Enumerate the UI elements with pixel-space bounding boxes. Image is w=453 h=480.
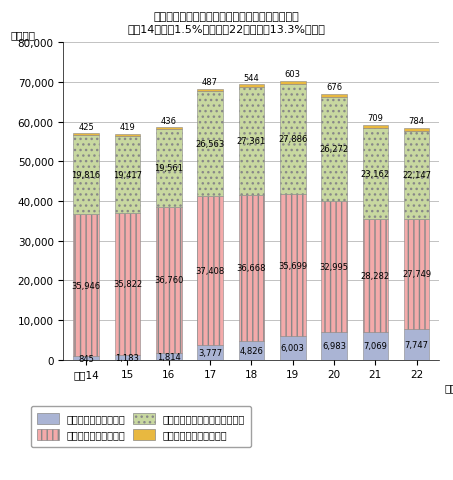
Text: 28,282: 28,282	[361, 272, 390, 280]
Bar	[156, 353, 182, 360]
Text: 544: 544	[244, 73, 259, 83]
Text: 35,822: 35,822	[113, 280, 142, 289]
Text: 22,147: 22,147	[402, 171, 431, 180]
Text: インターネット広告の占める割合は年々増加し、: インターネット広告の占める割合は年々増加し、	[154, 12, 299, 22]
Bar	[156, 207, 182, 353]
Text: 23,162: 23,162	[361, 169, 390, 179]
Text: 36,760: 36,760	[154, 276, 183, 285]
Text: 平成14年の約1.5%から平成22年には約13.3%に拡大: 平成14年の約1.5%から平成22年には約13.3%に拡大	[128, 24, 325, 34]
Text: 35,699: 35,699	[278, 261, 307, 270]
Text: （年）: （年）	[445, 382, 453, 392]
Bar	[404, 132, 429, 219]
Text: 6,983: 6,983	[322, 342, 346, 351]
Text: 35,946: 35,946	[72, 281, 101, 290]
Text: （億円）: （億円）	[11, 30, 36, 40]
Bar	[280, 336, 305, 360]
Text: 27,361: 27,361	[237, 137, 266, 146]
Text: 436: 436	[161, 116, 177, 125]
Bar	[115, 355, 140, 360]
Text: 36,668: 36,668	[236, 264, 266, 273]
Bar	[73, 134, 99, 136]
Bar	[280, 84, 305, 195]
Text: 709: 709	[367, 114, 383, 123]
Bar	[115, 137, 140, 214]
Text: 26,272: 26,272	[319, 145, 349, 154]
Text: 3,777: 3,777	[198, 348, 222, 357]
Bar	[198, 90, 223, 92]
Bar	[198, 92, 223, 197]
Bar	[115, 214, 140, 355]
Bar	[280, 82, 305, 84]
Text: 19,561: 19,561	[154, 164, 183, 173]
Bar	[156, 128, 182, 130]
Text: 676: 676	[326, 83, 342, 92]
Text: 27,886: 27,886	[278, 135, 308, 144]
Text: 487: 487	[202, 78, 218, 87]
Text: 6,003: 6,003	[281, 344, 305, 353]
Text: 1,814: 1,814	[157, 352, 181, 361]
Bar	[115, 135, 140, 137]
Bar	[321, 332, 347, 360]
Text: 26,563: 26,563	[196, 140, 225, 149]
Text: 845: 845	[78, 354, 94, 363]
Text: 37,408: 37,408	[196, 266, 225, 276]
Bar	[239, 196, 264, 341]
Text: 7,747: 7,747	[405, 340, 429, 349]
Bar	[321, 202, 347, 332]
Bar	[156, 130, 182, 207]
Text: 1,183: 1,183	[116, 353, 140, 362]
Text: 419: 419	[120, 123, 135, 132]
Bar	[73, 214, 99, 357]
Text: 7,069: 7,069	[363, 341, 387, 350]
Bar	[362, 332, 388, 360]
Bar	[404, 129, 429, 132]
Bar	[239, 85, 264, 87]
Text: 32,995: 32,995	[319, 263, 348, 272]
Bar	[404, 219, 429, 329]
Bar	[280, 195, 305, 336]
Legend: インターネット広告費, マスコミ四媒体広告費, プロモーションメディア広告費, 衛星メディア関連広告費: インターネット広告費, マスコミ四媒体広告費, プロモーションメディア広告費, …	[31, 406, 251, 447]
Text: 19,417: 19,417	[113, 170, 142, 180]
Bar	[73, 136, 99, 214]
Bar	[362, 128, 388, 220]
Bar	[404, 329, 429, 360]
Text: 425: 425	[78, 122, 94, 132]
Bar	[321, 97, 347, 202]
Bar	[198, 345, 223, 360]
Bar	[239, 87, 264, 196]
Bar	[73, 357, 99, 360]
Text: 784: 784	[409, 117, 424, 126]
Bar	[321, 95, 347, 97]
Text: 603: 603	[285, 70, 301, 79]
Text: 4,826: 4,826	[240, 346, 263, 355]
Bar	[239, 341, 264, 360]
Text: 27,749: 27,749	[402, 270, 431, 279]
Bar	[198, 197, 223, 345]
Bar	[362, 220, 388, 332]
Bar	[362, 125, 388, 128]
Text: 19,816: 19,816	[72, 170, 101, 180]
